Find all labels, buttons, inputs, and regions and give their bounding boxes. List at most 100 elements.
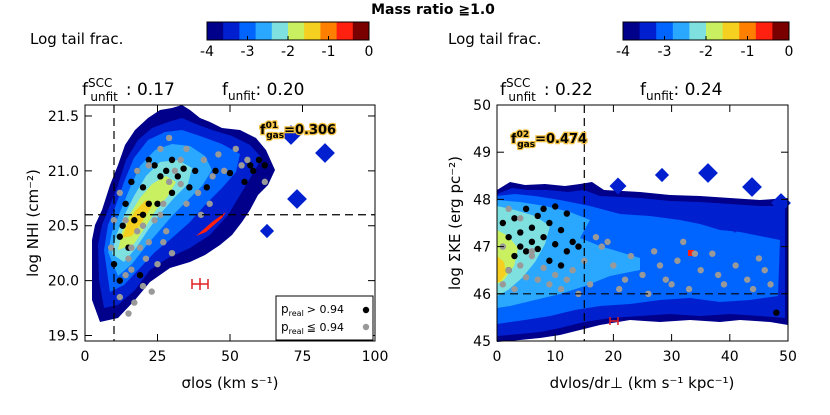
x-tick-label: 25 [149,349,167,365]
scatter-point [749,285,757,293]
colorbar-tick-label: 0 [365,44,374,60]
scatter-point [163,228,170,235]
legend-entry-high: preal > 0.94 [281,302,344,318]
legend-entry-low: preal ≦ 0.94 [281,320,344,336]
scatter-point [668,281,675,288]
y-tick-label: 45 [473,334,491,350]
scatter-point [194,189,202,197]
scatter-point [148,288,155,295]
scatter-point [616,285,623,293]
colorbar-tick-label: 0 [785,44,794,60]
scatter-point [157,173,164,180]
scatter-point [163,167,170,175]
colorbar-swatch [706,22,724,40]
scatter-point [119,222,126,229]
colorbar-swatch [739,22,757,40]
scatter-point [552,241,559,248]
x-tick-label: 50 [779,349,797,365]
scatter-point [517,243,524,250]
scatter-point [720,281,728,288]
colorbar-swatch [271,22,289,40]
scatter-point [203,184,210,191]
colorbar-swatch [352,22,370,40]
scatter-point [680,238,687,246]
scatter-point [557,285,565,293]
colorbar-swatch [336,22,354,40]
colorbar-swatch [689,22,707,40]
scatter-point [505,267,512,274]
scatter-point [154,200,161,207]
scatter-point [255,156,263,164]
scatter-point [110,217,118,224]
colorbar-ticks-right: -4 -3 -2 -1 0 [616,36,793,60]
legend-left: preal > 0.94 preal ≦ 0.94 [275,295,374,341]
colorbar-swatch [304,22,321,40]
error-bar-left [191,278,209,290]
fgas-label-right: f02 gas=0.474 [511,130,587,150]
scatter-point [232,145,239,153]
panel-left: 0 25 50 75 100 19.5 20.0 20.5 21.0 21.5 f01 gas=0.… [24,104,389,392]
scatter-point [145,162,152,169]
scatter-point [540,264,547,272]
x-tick-label: 50 [221,349,239,365]
figure-title: Mass ratio ≧1.0 [371,2,495,18]
colorbar-swatch [656,22,674,40]
x-tick-label: 0 [493,349,502,365]
scatter-point [522,274,530,281]
x-tick-label: 40 [721,349,739,365]
x-tick-label: 100 [362,349,389,365]
scatter-point [116,233,124,240]
scatter-point [165,178,173,186]
colorbar-tick-label: -2 [699,44,713,60]
scatter-point [186,184,193,191]
x-axis-title-right: dvlos/dr⊥ (km s⁻¹ kpc⁻¹) [550,374,735,392]
scatter-point [145,200,152,207]
x-tick-label: 0 [81,349,90,365]
scatter-point [122,217,129,224]
colorbar-swatches-right [622,21,790,41]
scatter-point [575,243,582,250]
scatter-point [122,200,129,207]
scatter-points-left [107,134,268,317]
y-tick-label: 19.5 [48,329,79,345]
f-unfit-right: funfit: 0.24 [640,80,722,103]
scatter-point [505,233,512,241]
colorbar-left: Log tail frac. -4 -3 -2 -1 0 [30,21,374,60]
scatter-point [221,167,228,175]
colorbar-swatch [639,22,657,40]
colorbar-swatch [623,22,641,40]
scatter-point [586,281,594,288]
scatter-point [168,189,176,197]
scatter-point [212,167,219,175]
stats-right: fSCC unfit: 0.22 funfit: 0.24 [500,76,722,104]
scatter-point [226,169,234,177]
colorbar-label-left: Log tail frac. [30,30,123,48]
scatter-point [552,203,559,210]
x-axis-title-left: σlos (km s⁻¹) [182,374,279,392]
reference-lines-left [85,105,375,341]
colorbar-swatch [223,22,240,40]
scatter-point [773,309,780,316]
scatter-point [154,260,161,268]
scatter-point [604,238,611,246]
scatter-point [168,249,176,257]
scatter-point [522,205,530,213]
colorbar-swatch [239,22,257,40]
x-tick-label: 20 [604,349,622,365]
error-bar-right [609,317,619,325]
scatter-point [709,250,716,257]
contours-right [497,163,791,342]
scatter-point [685,285,693,293]
colorbar-swatch [320,22,338,40]
scatter-point [134,228,141,235]
scatter-point [581,257,588,264]
scatter-point [206,200,213,207]
scatter-point [145,156,152,164]
colorbar-swatch [672,22,690,40]
scatter-point [517,229,524,236]
colorbar-tick-label: -1 [741,44,755,60]
scatter-point [546,281,553,288]
scatter-point [174,173,181,180]
scatter-point [209,173,216,180]
